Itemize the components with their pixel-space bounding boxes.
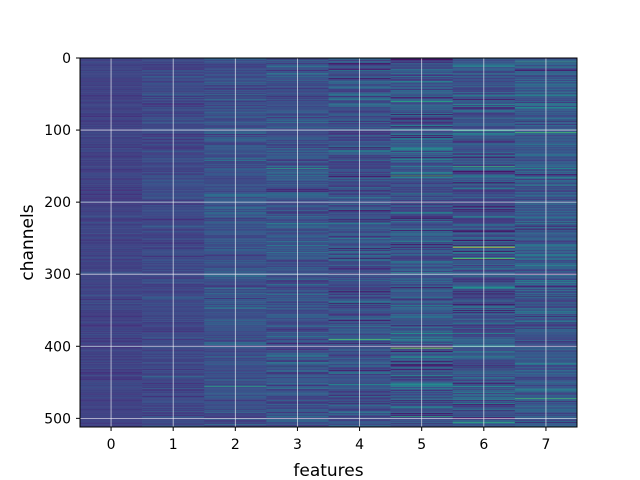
x-tick-label: 4 xyxy=(355,437,364,453)
y-tick-label: 100 xyxy=(44,123,71,139)
x-tick-label: 6 xyxy=(479,437,488,453)
x-tick-label: 0 xyxy=(107,437,116,453)
x-axis-label: features xyxy=(293,461,363,480)
grid-lines xyxy=(80,57,577,427)
x-axis-ticks: 0 1 2 3 4 5 6 7 xyxy=(107,427,550,453)
y-tick-label: 400 xyxy=(44,339,71,355)
heatmap-cells xyxy=(80,58,578,428)
y-tick-label: 0 xyxy=(62,51,71,67)
y-tick-label: 300 xyxy=(44,267,71,283)
y-tick-label: 200 xyxy=(44,195,71,211)
x-tick-label: 2 xyxy=(231,437,240,453)
plot-frame xyxy=(79,57,578,428)
x-tick-label: 1 xyxy=(169,437,178,453)
x-tick-label: 7 xyxy=(541,437,550,453)
y-tick-label: 500 xyxy=(44,411,71,427)
x-tick-label: 5 xyxy=(417,437,426,453)
y-axis-ticks: 0 100 200 300 400 500 xyxy=(44,51,80,427)
x-tick-label: 3 xyxy=(293,437,302,453)
y-axis-label: channels xyxy=(18,204,38,280)
